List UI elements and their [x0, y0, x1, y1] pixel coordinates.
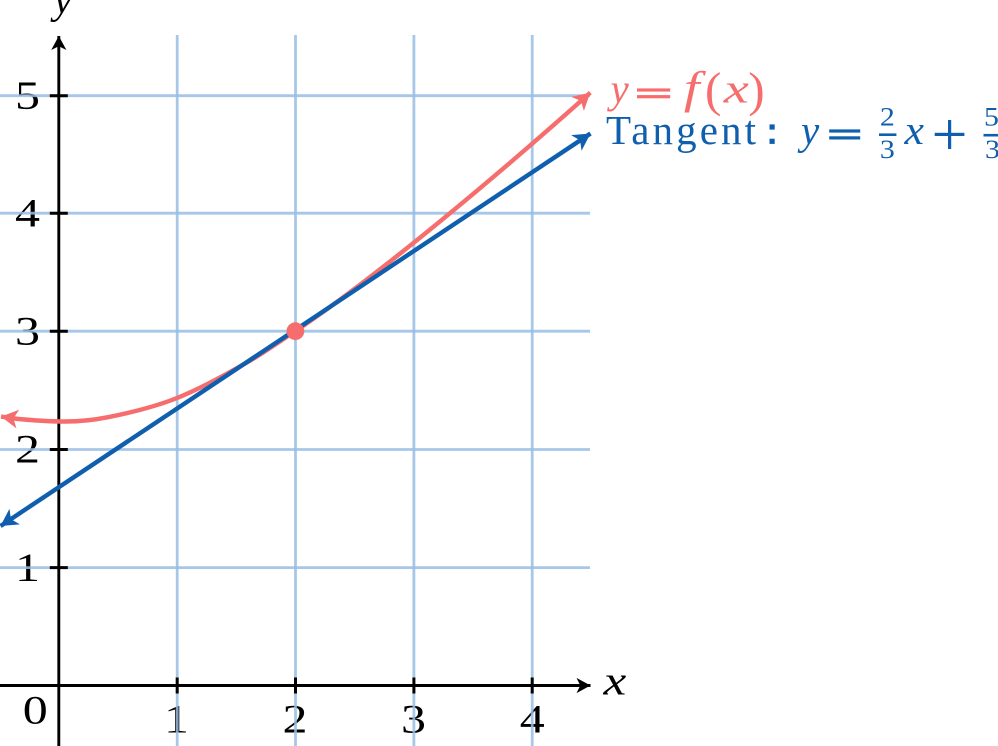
- svg-text:y: y: [797, 107, 820, 153]
- svg-text:5: 5: [984, 103, 998, 132]
- svg-text:Tangent: Tangent: [606, 107, 757, 153]
- svg-text:(: (: [705, 62, 721, 117]
- svg-text:x: x: [602, 659, 626, 704]
- svg-text:x: x: [903, 108, 924, 153]
- svg-text:3: 3: [985, 136, 998, 165]
- svg-text:2: 2: [880, 103, 895, 132]
- svg-text:x: x: [723, 66, 749, 112]
- svg-text:3: 3: [880, 136, 895, 165]
- svg-text:): ): [748, 62, 764, 117]
- svg-text:0: 0: [23, 688, 48, 732]
- svg-text:y: y: [607, 66, 630, 112]
- svg-text:y: y: [50, 0, 73, 22]
